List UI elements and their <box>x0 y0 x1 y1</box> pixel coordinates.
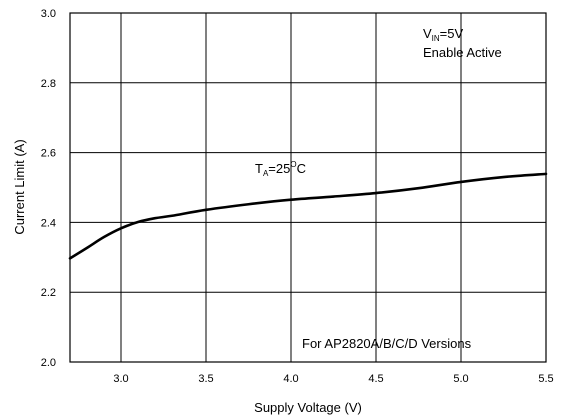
y-tick-label: 2.8 <box>41 78 56 90</box>
x-tick-labels: 3.0 3.5 4.0 4.5 5.0 5.5 <box>113 373 553 385</box>
x-tick-label: 3.0 <box>113 373 128 385</box>
y-tick-label: 2.6 <box>41 148 56 160</box>
y-tick-label: 2.4 <box>41 217 56 229</box>
series-line-current-limit <box>68 172 548 260</box>
y-tick-label: 2.0 <box>41 357 56 369</box>
annotation-ta-degree: O <box>290 160 296 169</box>
annotation-ta: TA=25OC <box>255 160 306 178</box>
x-tick-label: 5.0 <box>453 373 468 385</box>
y-tick-label: 2.2 <box>41 287 56 299</box>
x-tick-label: 4.5 <box>368 373 383 385</box>
annotation-ta-value: =25 <box>268 161 290 176</box>
x-axis-title: Supply Voltage (V) <box>254 400 362 415</box>
grid <box>70 12 547 363</box>
x-tick-label: 5.5 <box>538 373 553 385</box>
annotation-versions: For AP2820A/B/C/D Versions <box>302 336 472 351</box>
annotation-ta-sub: A <box>263 169 269 178</box>
annotation-vin-sub: IN <box>432 34 440 43</box>
annotation-vin-main: V <box>423 26 432 41</box>
annotation-vin: VIN=5V <box>423 26 463 43</box>
annotation-enable: Enable Active <box>423 45 502 60</box>
annotation-ta-main: T <box>255 161 263 176</box>
annotation-ta-unit: C <box>297 161 306 176</box>
plot-frame <box>69 12 547 363</box>
x-tick-label: 4.0 <box>283 373 298 385</box>
y-axis-title: Current Limit (A) <box>12 139 27 234</box>
y-tick-label: 3.0 <box>41 8 56 20</box>
x-tick-label: 3.5 <box>198 373 213 385</box>
y-tick-labels: 2.0 2.2 2.4 2.6 2.8 3.0 <box>41 8 56 369</box>
annotation-vin-value: =5V <box>440 26 464 41</box>
